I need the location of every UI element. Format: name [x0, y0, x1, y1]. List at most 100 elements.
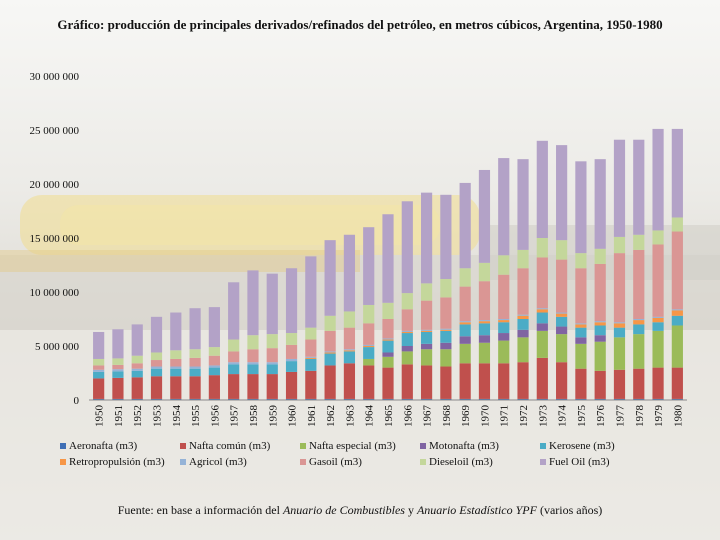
bar-segment-1975-6: [575, 323, 587, 325]
x-tick-label: 1963: [344, 405, 356, 428]
bar-segment-1956-4: [208, 367, 220, 376]
bar-segment-1973-8: [536, 238, 548, 258]
legend-item: Gasoil (m3): [300, 456, 420, 468]
bar-segment-1971-8: [498, 255, 510, 275]
bar-segment-1968-6: [440, 328, 452, 330]
bar-segment-1964-9: [363, 227, 375, 305]
bar-segment-1969-8: [459, 268, 471, 287]
bar-segment-1972-8: [517, 249, 529, 269]
bar-segment-1951-8: [112, 358, 124, 365]
bar-segment-1968-4: [440, 330, 452, 343]
x-tick-label: 1964: [364, 405, 376, 428]
bar-segment-1974-8: [556, 240, 568, 260]
bar-segment-1958-8: [247, 335, 259, 350]
bar-segment-1972-7: [517, 268, 529, 315]
bar-segment-1972-6: [517, 314, 529, 316]
bar-segment-1969-3: [459, 336, 471, 344]
bar-segment-1971-4: [498, 322, 510, 334]
x-tick-label: 1954: [171, 405, 183, 428]
bar-segment-1963-1: [343, 363, 356, 399]
bar-segment-1971-3: [498, 333, 510, 341]
bar-segment-1974-7: [556, 259, 568, 313]
bar-segment-1975-1: [575, 368, 587, 399]
legend-label: Kerosene (m3): [549, 440, 615, 452]
bar-segment-1977-6: [613, 322, 626, 324]
bar-segment-1978-2: [633, 334, 645, 369]
legend-item: Motonafta (m3): [420, 440, 540, 452]
bar-segment-1968-5: [440, 329, 452, 331]
bar-segment-1966-8: [401, 293, 413, 310]
legend-swatch: [300, 443, 306, 449]
bar-segment-1970-8: [478, 262, 491, 282]
bar-segment-1958-7: [247, 349, 259, 363]
legend-label: Nafta especial (m3): [309, 440, 396, 452]
bar-segment-1967-7: [420, 300, 433, 330]
bar-segment-1963-5: [343, 350, 356, 352]
bar-segment-1950-1: [93, 378, 105, 399]
bar-segment-1961-6: [305, 356, 317, 358]
bar-segment-1979-0: [652, 398, 664, 400]
bar-segment-1967-4: [420, 331, 433, 344]
bar-segment-1956-6: [208, 365, 220, 368]
bar-segment-1973-2: [536, 330, 548, 358]
bar-segment-1956-0: [208, 398, 220, 400]
bar-segment-1963-9: [343, 234, 356, 312]
bar-segment-1966-4: [401, 333, 413, 346]
bar-segment-1966-3: [401, 346, 413, 352]
bar-segment-1970-6: [478, 320, 491, 322]
bar-segment-1978-4: [633, 324, 645, 335]
bar-segment-1957-6: [228, 362, 240, 365]
legend-swatch: [60, 459, 66, 465]
bar-segment-1954-4: [170, 368, 182, 377]
bar-segment-1979-1: [652, 367, 664, 399]
bar-segment-1960-0: [285, 398, 298, 400]
legend-swatch: [60, 443, 66, 449]
bar-segment-1975-4: [575, 327, 587, 338]
bar-segment-1974-6: [556, 312, 568, 314]
bar-segment-1969-1: [459, 363, 471, 399]
bar-segment-1961-7: [305, 339, 317, 357]
bar-segment-1975-3: [575, 337, 587, 344]
legend-label: Dieseloil (m3): [429, 456, 493, 468]
bar-segment-1954-9: [170, 312, 182, 351]
bar-segment-1956-1: [208, 375, 220, 399]
bar-segment-1975-5: [575, 324, 587, 328]
bar-segment-1965-6: [382, 338, 394, 340]
bar-segment-1975-2: [575, 343, 587, 369]
bar-segment-1969-4: [459, 324, 471, 337]
bar-segment-1971-7: [498, 274, 510, 319]
bar-segment-1961-1: [305, 370, 317, 399]
x-tick-label: 1956: [209, 405, 221, 428]
bar-segment-1968-8: [440, 279, 452, 298]
bar-segment-1953-6: [150, 366, 163, 369]
bar-segment-1965-3: [382, 352, 394, 357]
bar-segment-1971-5: [498, 320, 510, 323]
y-tick-label: 30 000 000: [30, 71, 80, 83]
x-tick-label: 1980: [672, 405, 684, 428]
bar-segment-1972-1: [517, 362, 529, 399]
legend-label: Fuel Oil (m3): [549, 456, 610, 468]
bar-segment-1959-8: [266, 334, 278, 349]
bar-segment-1962-6: [324, 351, 336, 353]
legend-swatch: [540, 443, 546, 449]
bar-segment-1962-7: [324, 330, 336, 352]
legend-label: Aeronafta (m3): [69, 440, 138, 452]
bar-segment-1965-1: [382, 367, 394, 399]
bar-segment-1963-8: [343, 311, 356, 328]
bar-segment-1953-0: [150, 398, 163, 400]
x-tick-label: 1976: [595, 405, 607, 428]
bar-segment-1955-7: [189, 357, 201, 367]
bar-segment-1974-3: [556, 326, 568, 335]
bar-segment-1970-5: [478, 321, 491, 324]
bar-segment-1957-9: [228, 282, 240, 340]
bar-segment-1958-6: [247, 362, 259, 365]
bar-segment-1967-1: [420, 365, 433, 399]
bar-segment-1964-5: [363, 346, 375, 348]
bar-segment-1969-9: [459, 182, 471, 269]
bar-segment-1964-7: [363, 323, 375, 345]
bar-segment-1954-6: [170, 366, 182, 369]
bar-segment-1957-1: [228, 374, 240, 399]
bar-segment-1980-1: [671, 367, 683, 399]
legend-label: Gasoil (m3): [309, 456, 362, 468]
bar-segment-1979-8: [652, 230, 664, 245]
